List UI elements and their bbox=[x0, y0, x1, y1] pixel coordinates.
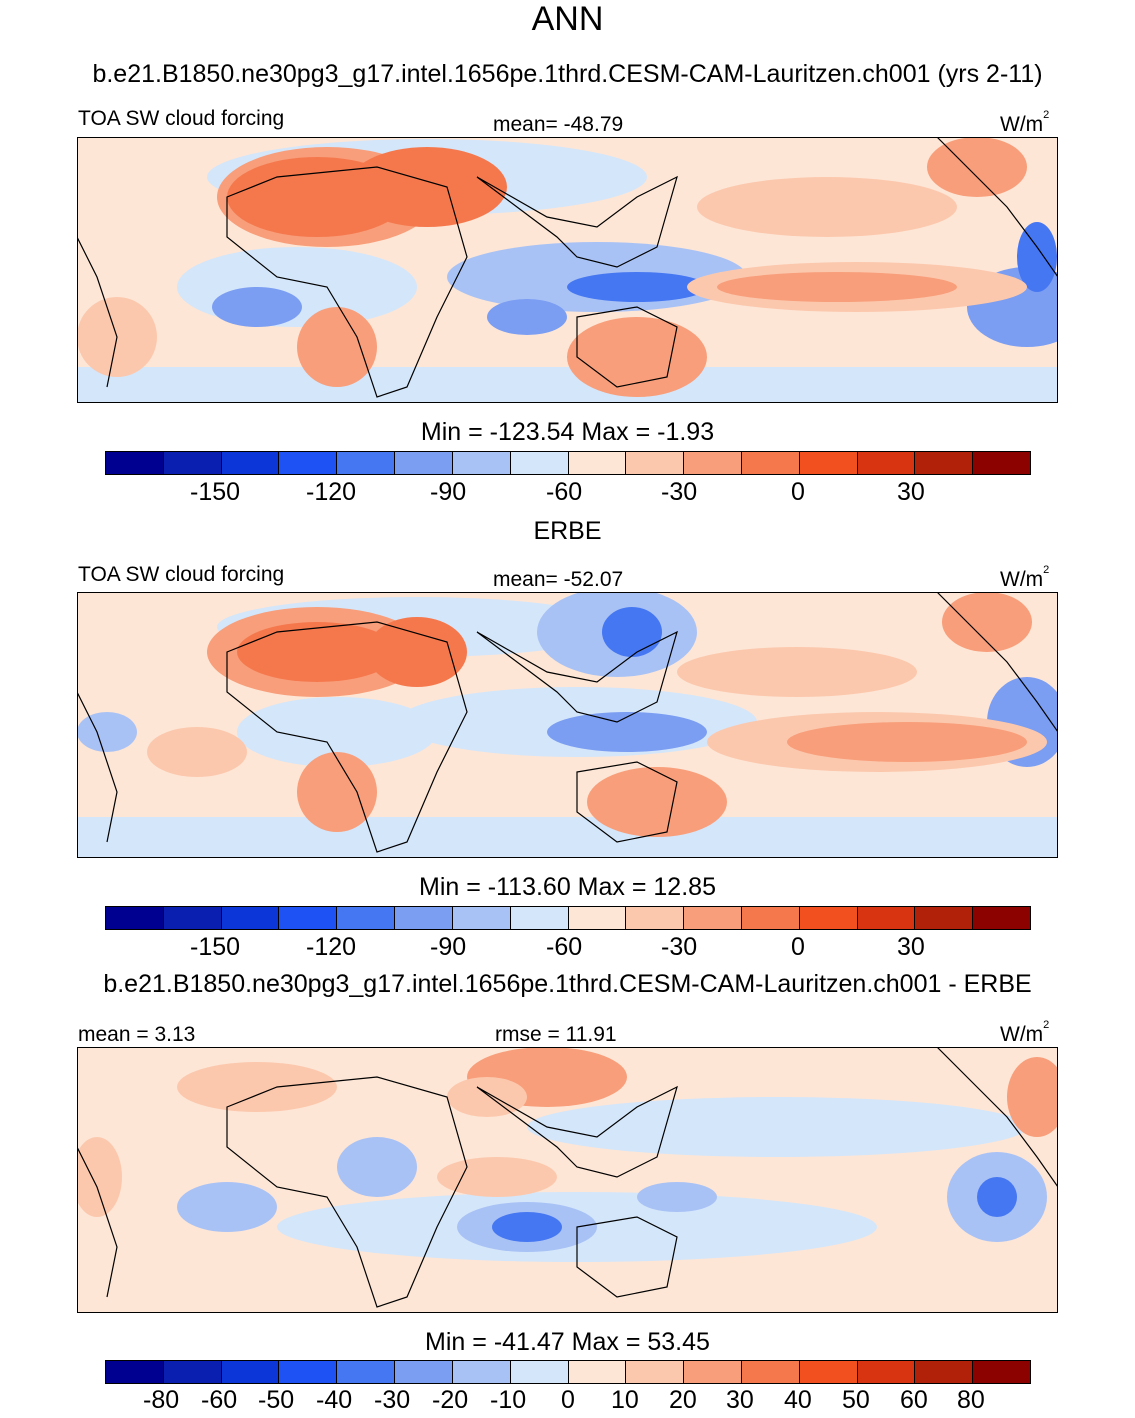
colorbar-3-bin bbox=[452, 1361, 511, 1383]
colorbar-1-tick: -120 bbox=[306, 478, 357, 506]
colorbar-3-tick: 50 bbox=[842, 1386, 870, 1414]
colorbar-1-bin bbox=[626, 452, 685, 474]
colorbar-3-bin bbox=[279, 1361, 338, 1383]
colorbar-3-bin bbox=[568, 1361, 627, 1383]
colorbar-2-tick: -60 bbox=[546, 933, 583, 961]
colorbar-1-bin bbox=[395, 452, 453, 474]
panel-1-mean-label: mean= -48.79 bbox=[493, 113, 624, 136]
colorbar-3-bin bbox=[741, 1361, 800, 1383]
colorbar-1-bin bbox=[915, 452, 974, 474]
colorbar-1-tick: -90 bbox=[430, 478, 467, 506]
panel-3-mean-label: mean = 3.13 bbox=[78, 1023, 196, 1046]
colorbar-3-bin bbox=[626, 1361, 685, 1383]
colorbar-1-bin bbox=[452, 452, 511, 474]
colorbar-1-bin bbox=[510, 452, 569, 474]
panel-1-header: b.e21.B1850.ne30pg3_g17.intel.1656pe.1th… bbox=[92, 60, 1043, 88]
colorbar-1-bin bbox=[279, 452, 338, 474]
colorbar-3-bin bbox=[857, 1361, 916, 1383]
colorbar-3-bin bbox=[337, 1361, 396, 1383]
panel-2-mean-label: mean= -52.07 bbox=[493, 568, 624, 591]
panel-2-header: ERBE bbox=[533, 517, 602, 545]
colorbar-3-tick: 80 bbox=[957, 1386, 985, 1414]
colorbar-3-tick: 30 bbox=[726, 1386, 754, 1414]
colorbar-3-tick: -50 bbox=[258, 1386, 295, 1414]
colorbar-2-bin bbox=[395, 907, 453, 929]
panel-2-minmax: Min = -113.60 Max = 12.85 bbox=[419, 873, 716, 901]
colorbar-3-tick: 40 bbox=[784, 1386, 812, 1414]
colorbar-1-bin bbox=[337, 452, 396, 474]
colorbar-1-bin bbox=[973, 452, 1030, 474]
colorbar-3-bin bbox=[106, 1361, 164, 1383]
panel-1-minmax: Min = -123.54 Max = -1.93 bbox=[420, 418, 715, 446]
colorbar-1-bin bbox=[568, 452, 627, 474]
colorbar-2-tick: -90 bbox=[430, 933, 467, 961]
colorbar-1-tick: -150 bbox=[190, 478, 241, 506]
colorbar-3-tick: -30 bbox=[374, 1386, 411, 1414]
colorbar-3-bin bbox=[799, 1361, 858, 1383]
colorbar-1-bin bbox=[684, 452, 742, 474]
colorbar-3-bin bbox=[973, 1361, 1030, 1383]
colorbar-2-bin bbox=[568, 907, 627, 929]
panel-1-variable-label: TOA SW cloud forcing bbox=[78, 107, 285, 130]
colorbar-3-tick: 10 bbox=[611, 1386, 639, 1414]
colorbar-3-bin bbox=[163, 1361, 222, 1383]
colorbar-1-bin bbox=[163, 452, 222, 474]
colorbar-2-bin bbox=[857, 907, 916, 929]
colorbar-2-tick: 0 bbox=[791, 933, 805, 961]
colorbar-2-tick: -150 bbox=[190, 933, 241, 961]
colorbar-2-bin bbox=[915, 907, 974, 929]
colorbar-2-bin bbox=[337, 907, 396, 929]
colorbar-3-tick: 0 bbox=[561, 1386, 575, 1414]
colorbar-3-tick: -60 bbox=[201, 1386, 238, 1414]
panel-1-units-label: W/m2 bbox=[1000, 109, 1050, 136]
colorbar-3-bin bbox=[395, 1361, 453, 1383]
colorbar-2-bin bbox=[799, 907, 858, 929]
colorbar-3-bin bbox=[915, 1361, 974, 1383]
colorbar-1-bin bbox=[799, 452, 858, 474]
colorbar-1-bin bbox=[221, 452, 280, 474]
panel-3-map bbox=[77, 1047, 1058, 1313]
colorbar-1-tick: 0 bbox=[791, 478, 805, 506]
colorbar-3-tick: 60 bbox=[900, 1386, 928, 1414]
colorbar-2-bin bbox=[741, 907, 800, 929]
colorbar-2-tick: -120 bbox=[306, 933, 357, 961]
panel-1-map bbox=[77, 137, 1058, 403]
panel-2-map bbox=[77, 592, 1058, 858]
colorbar-2-bin bbox=[684, 907, 742, 929]
colorbar-1-tick: -30 bbox=[661, 478, 698, 506]
colorbar-1-bin bbox=[106, 452, 164, 474]
colorbar-1-bin bbox=[741, 452, 800, 474]
colorbar-2-bin bbox=[279, 907, 338, 929]
colorbar-3-bin bbox=[684, 1361, 742, 1383]
colorbar-2-bin bbox=[973, 907, 1030, 929]
panel-3-minmax: Min = -41.47 Max = 53.45 bbox=[425, 1328, 710, 1356]
panel-3-colorbar bbox=[105, 1360, 1031, 1384]
colorbar-1-bin bbox=[857, 452, 916, 474]
colorbar-3-tick: 20 bbox=[669, 1386, 697, 1414]
colorbar-2-bin bbox=[626, 907, 685, 929]
panel-3-units-label: W/m2 bbox=[1000, 1019, 1050, 1046]
colorbar-2-bin bbox=[163, 907, 222, 929]
panel-2-colorbar bbox=[105, 906, 1031, 930]
colorbar-2-tick: 30 bbox=[897, 933, 925, 961]
colorbar-3-tick: -20 bbox=[432, 1386, 469, 1414]
panel-2-units-label: W/m2 bbox=[1000, 564, 1050, 591]
panel-3-header: b.e21.B1850.ne30pg3_g17.intel.1656pe.1th… bbox=[103, 970, 1032, 998]
colorbar-2-tick: -30 bbox=[661, 933, 698, 961]
figure-title: ANN bbox=[531, 0, 604, 38]
panel-1-colorbar bbox=[105, 451, 1031, 475]
colorbar-3-bin bbox=[510, 1361, 569, 1383]
colorbar-3-tick: -10 bbox=[490, 1386, 527, 1414]
colorbar-1-tick: -60 bbox=[546, 478, 583, 506]
colorbar-2-bin bbox=[221, 907, 280, 929]
colorbar-1-tick: 30 bbox=[897, 478, 925, 506]
panel-2-variable-label: TOA SW cloud forcing bbox=[78, 563, 285, 586]
colorbar-3-bin bbox=[221, 1361, 280, 1383]
colorbar-2-bin bbox=[106, 907, 164, 929]
colorbar-2-bin bbox=[452, 907, 511, 929]
colorbar-3-tick: -40 bbox=[316, 1386, 353, 1414]
colorbar-3-tick: -80 bbox=[143, 1386, 180, 1414]
panel-3-rmse-label: rmse = 11.91 bbox=[495, 1023, 617, 1046]
colorbar-2-bin bbox=[510, 907, 569, 929]
